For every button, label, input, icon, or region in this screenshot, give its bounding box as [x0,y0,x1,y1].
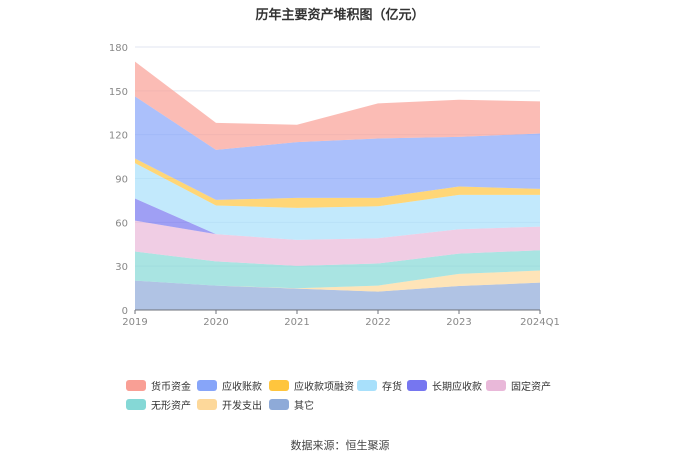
x-tick-label: 2021 [284,317,309,328]
legend-item[interactable]: 其它 [269,397,314,412]
legend-swatch [197,380,217,391]
area-其它 [135,280,540,310]
y-tick-label: 180 [109,43,128,54]
area-无形资产 [135,250,540,289]
legend-label: 应收账款 [222,382,262,393]
legend-item[interactable]: 货币资金 [126,378,191,393]
legend-swatch [486,380,506,391]
legend-label: 开发支出 [222,401,262,412]
legend-swatch [269,399,289,410]
area-固定资产 [135,220,540,266]
legend-item[interactable]: 固定资产 [486,378,551,393]
x-tick-label: 2024Q1 [520,317,560,328]
legend-item[interactable]: 长期应收款 [407,378,482,393]
y-tick-label: 0 [122,306,128,317]
x-tick-label: 2019 [122,317,147,328]
legend-label: 长期应收款 [432,382,482,393]
x-tick-label: 2023 [446,317,471,328]
legend-swatch [197,399,217,410]
legend-swatch [126,380,146,391]
x-tick-label: 2020 [203,317,228,328]
y-tick-label: 120 [109,131,128,142]
area-存货 [135,163,540,240]
legend-item[interactable]: 开发支出 [197,397,262,412]
legend-label: 存货 [382,382,402,393]
legend-item[interactable]: 应收款项融资 [269,378,354,393]
stacked-area-chart: 0 30 60 90 120 150 180 2019 2020 2021 2022 2023 2024… [109,43,560,328]
y-tick-label: 150 [109,87,128,98]
chart-title: 历年主要资产堆积图（亿元） [255,8,425,23]
area-开发支出 [135,270,540,292]
data-source: 数据来源：恒生聚源 [290,439,390,452]
y-tick-label: 30 [115,262,128,273]
area-应收账款 [135,96,540,200]
x-tick-label: 2022 [365,317,390,328]
legend-item[interactable]: 应收账款 [197,378,262,393]
legend-label: 无形资产 [151,401,191,412]
legend-item[interactable]: 存货 [357,378,402,393]
legend-label: 货币资金 [151,382,191,393]
legend-label: 固定资产 [511,382,551,393]
y-tick-label: 60 [115,218,128,229]
legend-label: 应收款项融资 [294,382,354,393]
area-应收款项融资 [135,158,540,208]
legend-swatch [126,399,146,410]
legend-swatch [269,380,289,391]
legend-item[interactable]: 无形资产 [126,397,191,412]
area-货币资金 [135,61,540,150]
legend-label: 其它 [294,401,314,412]
legend-swatch [407,380,427,391]
y-tick-label: 90 [115,175,128,186]
legend-swatch [357,380,377,391]
